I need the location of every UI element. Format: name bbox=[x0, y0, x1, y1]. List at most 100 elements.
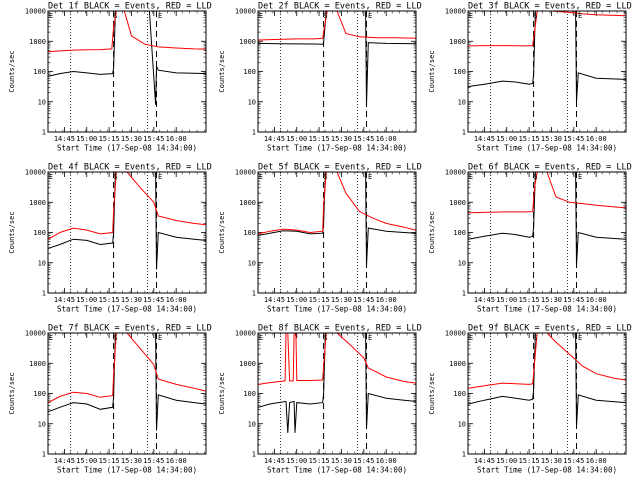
marker-label: E bbox=[469, 173, 473, 181]
plot-frame bbox=[47, 332, 207, 455]
y-tick-label: 10 bbox=[458, 420, 466, 428]
y-tick-label: 10000 bbox=[25, 330, 46, 338]
x-tick-label: 14:45 bbox=[264, 296, 285, 304]
series-lld-line bbox=[258, 172, 416, 235]
x-tick-label: 15:30 bbox=[541, 457, 562, 465]
y-axis-label: Counts/sec bbox=[428, 372, 436, 414]
x-axis-label: Start Time (17-Sep-08 14:34:00) bbox=[477, 466, 617, 475]
marker-label: E bbox=[578, 12, 582, 20]
marker-label: S bbox=[113, 12, 117, 20]
series-events-line bbox=[468, 333, 626, 427]
y-axis-label: Counts/sec bbox=[8, 372, 16, 414]
x-tick-label: 15:30 bbox=[121, 296, 142, 304]
x-tick-label: 16:00 bbox=[166, 135, 187, 143]
y-tick-label: 100 bbox=[453, 229, 466, 237]
y-tick-label: 1 bbox=[42, 129, 46, 137]
x-tick-label: 15:45 bbox=[143, 135, 164, 143]
y-axis-label: Counts/sec bbox=[218, 50, 226, 92]
x-axis-label: Start Time (17-Sep-08 14:34:00) bbox=[267, 305, 407, 314]
x-tick-label: 15:45 bbox=[353, 135, 374, 143]
series-events-line bbox=[258, 172, 416, 266]
x-tick-label: 16:00 bbox=[586, 135, 607, 143]
panel-title: Det 9f BLACK = Events, RED = LLD bbox=[468, 324, 632, 334]
x-tick-label: 15:00 bbox=[76, 296, 97, 304]
x-tick-label: 15:30 bbox=[541, 135, 562, 143]
y-tick-label: 1000 bbox=[449, 360, 466, 368]
y-tick-label: 10 bbox=[458, 98, 466, 106]
y-tick-label: 10 bbox=[248, 259, 256, 267]
x-tick-label: 15:45 bbox=[143, 296, 164, 304]
y-tick-label: 10 bbox=[248, 420, 256, 428]
marker-label: S bbox=[533, 12, 537, 20]
marker-label: E bbox=[158, 173, 162, 181]
y-tick-label: 1 bbox=[252, 451, 256, 459]
x-tick-label: 16:00 bbox=[586, 296, 607, 304]
marker-label: E bbox=[158, 12, 162, 20]
y-tick-label: 1 bbox=[462, 290, 466, 298]
x-tick-label: 15:30 bbox=[541, 296, 562, 304]
y-tick-label: 10000 bbox=[235, 8, 256, 16]
x-tick-label: 15:00 bbox=[76, 457, 97, 465]
y-tick-label: 100 bbox=[33, 390, 46, 398]
x-axis-label: Start Time (17-Sep-08 14:34:00) bbox=[477, 144, 617, 153]
plot-frame bbox=[467, 171, 627, 294]
panel-det-5: Det 5f BLACK = Events, RED = LLD Counts/s… bbox=[218, 163, 422, 314]
marker-label: E bbox=[578, 173, 582, 181]
marker-label: S bbox=[113, 173, 117, 181]
marker-label: S bbox=[533, 173, 537, 181]
panel-det-9: Det 9f BLACK = Events, RED = LLD Counts/s… bbox=[428, 324, 632, 475]
x-axis-label: Start Time (17-Sep-08 14:34:00) bbox=[57, 305, 197, 314]
panel-title: Det 1f BLACK = Events, RED = LLD bbox=[48, 2, 212, 12]
y-axis-label: Counts/sec bbox=[8, 50, 16, 92]
panel-det-3: Det 3f BLACK = Events, RED = LLD Counts/s… bbox=[428, 2, 632, 153]
series-lld-line bbox=[48, 333, 206, 404]
x-tick-label: 15:00 bbox=[286, 135, 307, 143]
series-lld-line bbox=[258, 333, 416, 385]
series-lld-line bbox=[48, 11, 206, 53]
y-axis-label: Counts/sec bbox=[428, 50, 436, 92]
x-axis-label: Start Time (17-Sep-08 14:34:00) bbox=[267, 144, 407, 153]
x-axis-label: Start Time (17-Sep-08 14:34:00) bbox=[57, 144, 197, 153]
y-tick-label: 10 bbox=[248, 98, 256, 106]
y-tick-label: 10000 bbox=[445, 169, 466, 177]
marker-label: E bbox=[49, 12, 53, 20]
x-tick-label: 16:00 bbox=[376, 457, 397, 465]
x-tick-label: 15:15 bbox=[519, 135, 540, 143]
panel-title: Det 5f BLACK = Events, RED = LLD bbox=[258, 163, 422, 173]
y-tick-label: 100 bbox=[243, 229, 256, 237]
x-tick-label: 15:45 bbox=[353, 296, 374, 304]
panel-title: Det 2f BLACK = Events, RED = LLD bbox=[258, 2, 422, 12]
x-tick-label: 15:15 bbox=[519, 457, 540, 465]
x-tick-label: 16:00 bbox=[376, 135, 397, 143]
series-lld-line bbox=[258, 11, 416, 41]
marker-label: E bbox=[368, 173, 372, 181]
x-tick-label: 15:45 bbox=[143, 457, 164, 465]
marker-label: E bbox=[49, 173, 53, 181]
marker-label: E bbox=[259, 334, 263, 342]
marker-label: E bbox=[578, 334, 582, 342]
x-tick-label: 15:00 bbox=[76, 135, 97, 143]
marker-label: E bbox=[368, 12, 372, 20]
x-tick-label: 15:00 bbox=[496, 135, 517, 143]
series-events-line bbox=[258, 11, 416, 105]
y-axis-label: Counts/sec bbox=[218, 372, 226, 414]
y-tick-label: 1000 bbox=[239, 199, 256, 207]
panel-det-6: Det 6f BLACK = Events, RED = LLD Counts/s… bbox=[428, 163, 632, 314]
y-tick-label: 100 bbox=[243, 68, 256, 76]
panel-title: Det 3f BLACK = Events, RED = LLD bbox=[468, 2, 632, 12]
y-tick-label: 1 bbox=[252, 129, 256, 137]
y-axis-label: Counts/sec bbox=[8, 211, 16, 253]
y-axis-label: Counts/sec bbox=[428, 211, 436, 253]
x-tick-label: 15:00 bbox=[496, 296, 517, 304]
y-tick-label: 1 bbox=[462, 129, 466, 137]
marker-label: E bbox=[259, 173, 263, 181]
panel-det-4: Det 4f BLACK = Events, RED = LLD Counts/s… bbox=[8, 163, 212, 314]
panel-title: Det 8f BLACK = Events, RED = LLD bbox=[258, 324, 422, 334]
x-axis-label: Start Time (17-Sep-08 14:34:00) bbox=[267, 466, 407, 475]
x-tick-label: 15:15 bbox=[309, 135, 330, 143]
series-lld-line bbox=[468, 172, 626, 214]
plot-frame bbox=[47, 10, 207, 133]
x-tick-label: 15:45 bbox=[563, 135, 584, 143]
x-tick-label: 14:45 bbox=[474, 457, 495, 465]
